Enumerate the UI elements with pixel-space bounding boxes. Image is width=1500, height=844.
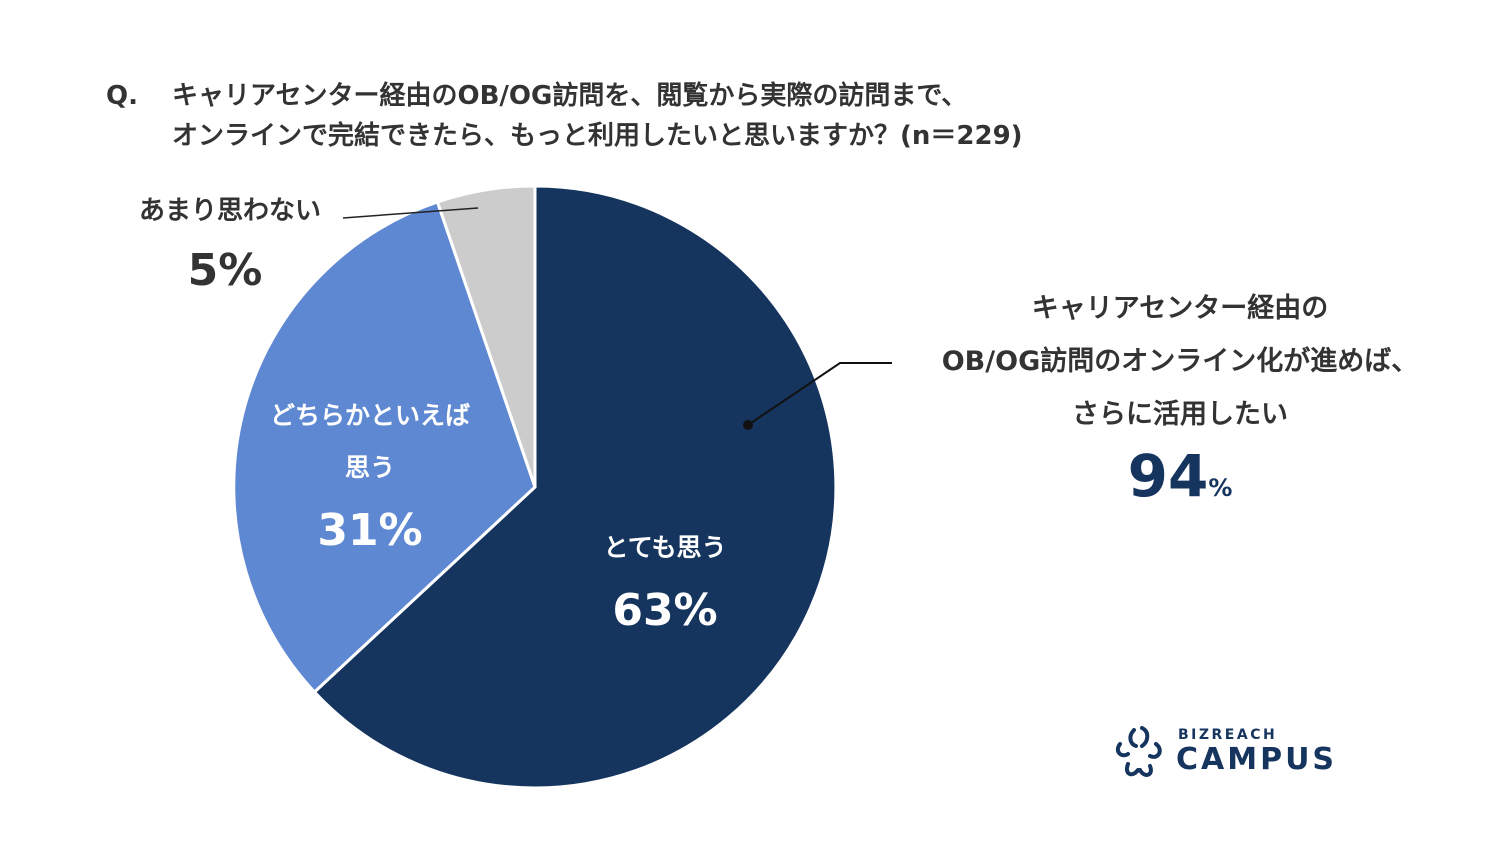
callout-line-1: キャリアセンター経由の	[1031, 293, 1329, 324]
callout-line-2: OB/OG訪問のオンライン化が進めば、	[941, 346, 1419, 377]
callout-value-unit: %	[1208, 474, 1233, 502]
question-prefix: Q.	[106, 81, 138, 111]
flower-icon	[1115, 726, 1162, 777]
question-line-1: キャリアセンター経由のOB/OG訪問を、閲覧から実際の訪問まで、	[172, 81, 968, 111]
label-somewhat-line-2: 思う	[344, 453, 395, 482]
label-very-much: とても思う	[603, 533, 727, 562]
value-somewhat: 31%	[317, 505, 423, 556]
slice-not-much	[435, 184, 537, 488]
callout-line-3: さらに活用したい	[1072, 399, 1288, 430]
leader-dot	[743, 420, 753, 430]
bizreach-campus-logo: BIZREACH CAMPUS	[1110, 722, 1334, 782]
question-line-2: オンラインで完結できたら、もっと利用したいと思いますか？(n＝229)	[172, 121, 1023, 151]
leader-line-callout	[747, 362, 892, 426]
slice-very-much	[312, 184, 838, 790]
label-not-much: あまり思わない	[138, 196, 321, 226]
value-not-much: 5%	[187, 245, 263, 296]
logo-text-bottom: CAMPUS	[1176, 742, 1338, 777]
leader-line-not-much	[342, 207, 479, 219]
callout-value: 94%	[900, 441, 1460, 515]
logo-text-top: BIZREACH	[1178, 727, 1278, 743]
callout-value-number: 94	[1127, 442, 1209, 510]
value-very-much: 63%	[612, 585, 718, 636]
label-somewhat-line-1: どちらかといえば	[269, 401, 470, 430]
summary-callout: キャリアセンター経由の OB/OG訪問のオンライン化が進めば、 さらに活用したい…	[900, 282, 1460, 515]
slice-somewhat	[232, 200, 537, 695]
